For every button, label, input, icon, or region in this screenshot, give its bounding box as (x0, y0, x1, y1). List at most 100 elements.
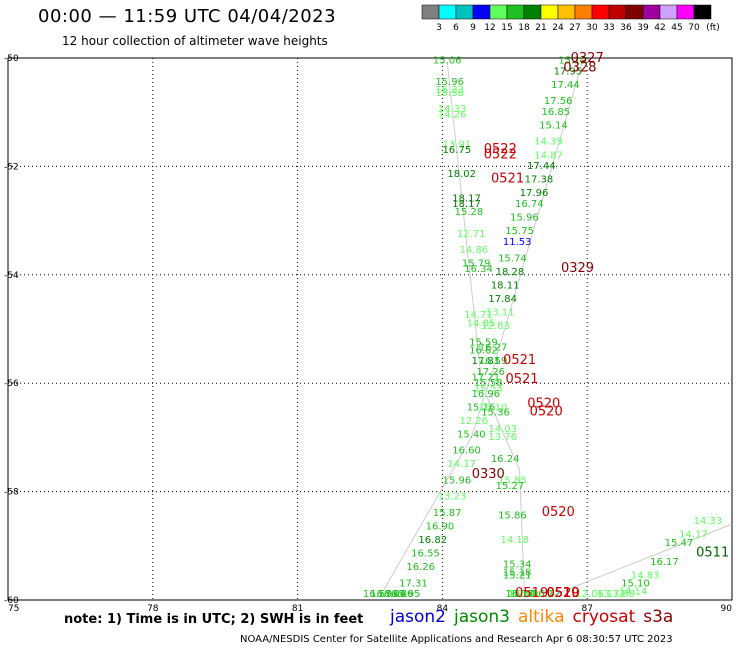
satellite-tracks (379, 61, 733, 598)
wave-height-label: 17.31 (399, 578, 428, 589)
track-time-label: 0520 (527, 397, 560, 412)
colorbar-swatch (625, 4, 644, 20)
wave-height-label: 14.85 (467, 318, 496, 329)
colorbar-swatch (506, 4, 525, 20)
satellite-legend: jason2 jason3 altika cryosat s3a (390, 607, 681, 627)
wave-height-label: 15.33 (435, 85, 464, 96)
colorbar-swatch (472, 4, 491, 20)
wave-height-label: 16.17 (650, 557, 679, 568)
wave-height-label: 15.14 (539, 120, 568, 131)
track-time-label: 0511 (696, 546, 729, 561)
wave-height-label: 18.28 (496, 267, 525, 278)
wave-height-label: 16.75 (443, 145, 472, 156)
wave-height-label: 16.74 (515, 199, 544, 210)
colorbar-swatch (557, 4, 576, 20)
track-time-label: 0521 (503, 353, 536, 368)
wave-height-label: 17.81 (472, 356, 501, 367)
wave-height-label: 18.11 (491, 280, 520, 291)
wave-height-label: 15.87 (433, 508, 462, 519)
wave-height-label: 15.18 (503, 568, 532, 579)
wave-height-values: 15.0615.9615.3315.5814.3314.2613.9116.75… (363, 55, 722, 600)
colorbar-swatch (438, 4, 457, 20)
wave-height-label: 16.96 (472, 389, 501, 400)
wave-height-label: 15.06 (433, 55, 462, 66)
wave-height-label: 13.91 (443, 139, 472, 150)
wave-height-label: 15.10 (621, 578, 650, 589)
colorbar-label: 27 (569, 23, 580, 33)
colorbar-label: 6 (453, 23, 459, 33)
wave-height-label: 15.27 (496, 481, 525, 492)
wave-height-label: 18.17 (452, 194, 481, 205)
track-time-label: 0521 (505, 372, 538, 387)
track-time-label: 0329 (561, 261, 594, 276)
wave-height-label: 13.11 (486, 307, 515, 318)
colorbar-label: 21 (535, 23, 546, 33)
colorbar-label: 36 (620, 23, 632, 33)
y-tick-label: -58 (4, 488, 19, 498)
colorbar-label: 15 (501, 23, 512, 33)
wave-height-label: 17.96 (520, 188, 549, 199)
track-time-label: 0328 (563, 61, 596, 76)
wave-height-label: 12.06 (575, 589, 604, 600)
track-line (379, 61, 484, 598)
wave-height-label: 15.16 (467, 402, 496, 413)
wave-height-label: 14.18 (500, 535, 529, 546)
wave-height-label: 15.96 (510, 213, 539, 224)
colorbar-legend: 3 6 9 12 15 18 21 24 27 30 33 36 39 42 45 70 (ft) (421, 4, 720, 33)
wave-height-label: 13.72 (597, 589, 626, 600)
chart-subtitle: 12 hour collection of altimeter wave hei… (62, 34, 328, 48)
wave-height-label: 12.26 (459, 416, 488, 427)
wave-height-label: 12.83 (481, 321, 510, 332)
colorbar-swatch (693, 4, 712, 20)
colorbar-swatch (574, 4, 593, 20)
wave-height-label: 15.28 (455, 207, 484, 218)
wave-height-label: 16.34 (464, 264, 493, 275)
wave-height-label: 13.23 (438, 492, 467, 503)
wave-height-label: 15.58 (474, 378, 503, 389)
colorbar-swatch (523, 4, 542, 20)
colorbar-swatch (455, 4, 474, 20)
y-tick-label: -54 (4, 271, 19, 281)
wave-height-label: 18.02 (447, 169, 476, 180)
wave-height-label: 17.95 (554, 66, 583, 77)
wave-height-label: 16.62 (508, 589, 537, 600)
wave-height-label: 15.75 (505, 226, 534, 237)
x-tick-label: 90 (721, 604, 733, 614)
wave-height-label: 17.26 (476, 367, 505, 378)
x-tick-label: 78 (147, 604, 159, 614)
y-tick-label: -56 (4, 379, 19, 389)
track-time-label: 0519 (547, 586, 580, 601)
colorbar-label: 24 (552, 23, 564, 33)
y-tick-label: -50 (4, 54, 19, 64)
wave-height-label: 16.59 (479, 356, 508, 367)
track-time-label: 0520 (547, 586, 580, 601)
track-time-label: 0519 (547, 586, 580, 601)
wave-height-label: 16.86 (385, 589, 414, 600)
colorbar-label: 3 (436, 23, 442, 33)
track-time-label: 0330 (472, 467, 505, 482)
wave-height-label: 16.93 (370, 589, 399, 600)
wave-height-label: 16.17 (505, 589, 534, 600)
colorbar-swatch (591, 4, 610, 20)
colorbar-swatch (676, 4, 695, 20)
wave-height-label: 12.71 (457, 229, 486, 240)
wave-height-label: 15.96 (443, 475, 472, 486)
wave-height-label: 17.44 (551, 80, 580, 91)
track-time-label: 0520 (542, 505, 575, 520)
axis-tick-labels: 75 78 81 84 87 90 -50 -52 -54 -56 -58 -60 (4, 54, 732, 614)
x-tick-label: 81 (292, 604, 303, 614)
wave-height-label: 15.36 (481, 408, 510, 419)
track-time-label: 0522 (484, 147, 517, 162)
wave-height-label: 18.17 (452, 199, 481, 210)
wave-height-label: 17.44 (527, 161, 556, 172)
wave-height-label: 15.31 (508, 589, 537, 600)
track-time-labels: 0522052205210327032803290521052105200520… (472, 51, 730, 601)
colorbar-label: 42 (654, 23, 665, 33)
colorbar-swatch (489, 4, 508, 20)
wave-height-label: 16.85 (542, 107, 571, 118)
colorbar-label: 39 (637, 23, 649, 33)
wave-height-label: 15.82 (508, 589, 537, 600)
wave-height-label: 16.57 (363, 589, 392, 600)
colorbar-label: 33 (603, 23, 614, 33)
colorbar-label: 30 (586, 23, 598, 33)
